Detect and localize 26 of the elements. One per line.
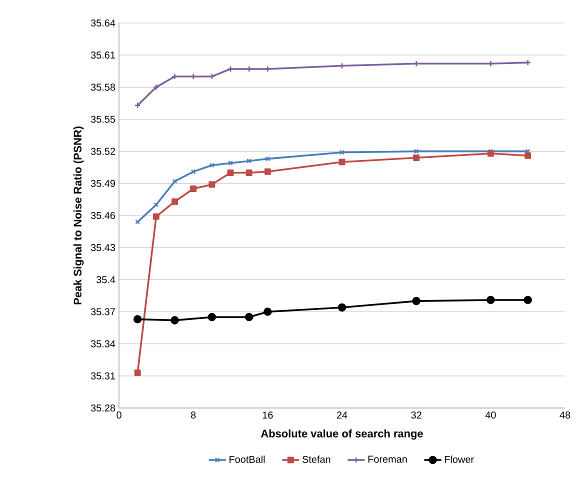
y-tick-label: 35.46 xyxy=(90,212,116,220)
y-tick-label: 35.49 xyxy=(90,180,116,187)
x-tick-label: 8 xyxy=(191,412,196,419)
x-tick-label: 40 xyxy=(485,412,496,419)
y-tick-label: 35.55 xyxy=(90,116,116,123)
x-tick-label: 32 xyxy=(411,412,422,419)
x-tick-label: 0 xyxy=(116,412,122,419)
y-tick-label: 35.37 xyxy=(90,308,115,316)
x-axis-title: Absolute value of search range xyxy=(260,429,423,440)
x-tick-label: 16 xyxy=(262,412,273,419)
y-tick-label: 35.34 xyxy=(90,340,116,348)
y-tick-label: 35.52 xyxy=(90,148,115,155)
y-tick-label: 35.28 xyxy=(90,404,116,412)
y-tick-label: 35.61 xyxy=(90,52,115,59)
x-tick-label: 48 xyxy=(560,412,570,419)
legend-label: Flower xyxy=(444,456,474,463)
legend-label: FootBall xyxy=(230,456,265,463)
legend-label: Foreman xyxy=(368,456,407,463)
y-tick-label: 35.58 xyxy=(90,84,116,91)
y-tick-label: 35.64 xyxy=(90,19,116,27)
y-axis-title: Peak Signal to Noise Ratio (PSNR) xyxy=(73,126,84,304)
y-tick-label: 35.31 xyxy=(90,372,115,380)
y-tick-label: 35.43 xyxy=(90,244,116,252)
x-tick-label: 24 xyxy=(336,412,348,418)
y-tick-label: 35.4 xyxy=(96,276,116,284)
legend-label: Stefan xyxy=(302,456,330,463)
